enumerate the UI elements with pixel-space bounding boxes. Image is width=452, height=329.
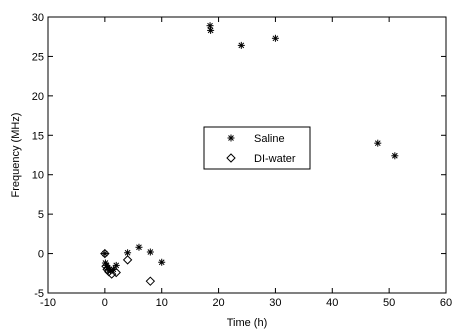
legend-marker-saline [227,134,235,142]
y-tick-label: -5 [34,288,44,300]
saline-point [206,22,214,30]
legend-label-di-water: DI-water [254,153,296,165]
x-axis-label: Time (h) [227,317,268,329]
saline-point [158,258,166,266]
legend-marker [227,134,235,142]
y-tick-label: 15 [32,130,44,142]
y-tick-label: 5 [38,209,44,221]
y-tick-label: 30 [32,12,44,24]
saline-point [112,261,120,269]
x-tick-label: 50 [383,297,395,309]
legend: Saline DI-water [203,126,311,170]
saline-point [101,250,109,258]
y-tick-label: 10 [32,170,44,182]
x-tick-label: 20 [212,297,224,309]
di-water-point [122,255,133,265]
x-tick-label: 40 [326,297,338,309]
di-water-point [111,267,121,278]
saline-point [374,139,382,147]
di-water-point [100,248,110,259]
axis-ticks: -10 0 10 20 30 40 50 60 -5 0 5 10 15 20 25 30 [32,12,452,309]
saline-point [237,41,245,49]
y-tick-label: 25 [32,51,44,63]
saline-point [391,152,399,160]
x-tick-label: 0 [102,297,108,309]
x-tick-label: 60 [440,297,452,309]
saline-point [135,243,143,251]
legend-box [203,126,311,170]
legend-label-saline: Saline [254,133,285,145]
saline-point [271,34,279,42]
x-tick-label: 10 [156,297,168,309]
x-tick-label: -10 [40,297,56,309]
legend-marker-di-water [226,153,236,163]
di-water-point [106,269,117,279]
data-points [100,22,399,286]
y-axis-label: Frequency (MHz) [10,113,22,198]
saline-point [207,26,215,34]
saline-point [146,248,154,256]
y-tick-label: 0 [38,249,44,261]
legend-marker [226,153,236,163]
y-tick-label: 20 [32,91,44,103]
x-tick-label: 30 [269,297,281,309]
saline-point [124,249,132,257]
di-water-point [145,276,156,286]
